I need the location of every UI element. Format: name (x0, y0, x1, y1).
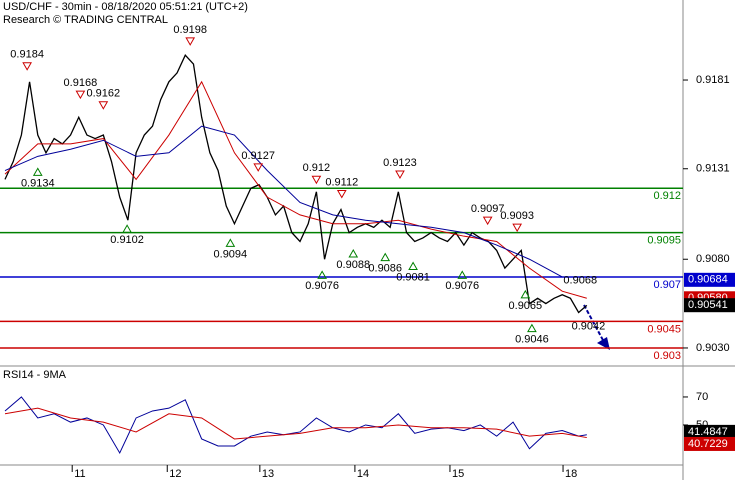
low-marker (225, 238, 236, 247)
high-marker (98, 101, 109, 110)
low-label: 0.9094 (214, 248, 248, 260)
x-tick-label: 11 (74, 468, 85, 480)
x-tick-label: 14 (357, 468, 369, 480)
high-marker (75, 90, 86, 100)
x-tick-label: 12 (169, 468, 181, 480)
level-label: 0.907 (653, 279, 681, 291)
rsi-line (4, 396, 587, 455)
low-marker (380, 252, 391, 262)
high-label: 0.9198 (173, 24, 207, 36)
high-marker (22, 62, 32, 71)
chart-title: USD/CHF - 30min - 08/18/2020 05:51:21 (U… (3, 1, 248, 13)
low-label: 0.9046 (515, 333, 549, 345)
low-label: 0.9076 (445, 280, 479, 292)
level-label: 0.9045 (647, 323, 681, 335)
high-marker (336, 189, 347, 199)
y-tick-label: 0.9080 (696, 253, 730, 265)
low-marker (348, 249, 359, 258)
chart-subtitle: Research © TRADING CENTRAL (3, 14, 168, 26)
level-label: 0.903 (653, 350, 681, 362)
high-marker (311, 175, 322, 185)
level-note: 0.9068 (563, 274, 597, 286)
high-label: 0.9162 (87, 88, 121, 100)
rsi-title: RSI14 - 9MA (3, 369, 67, 381)
high-marker (512, 223, 523, 233)
high-label: 0.9123 (383, 157, 417, 169)
rsi-tick-label: 70 (696, 391, 708, 403)
low-label: 0.9076 (305, 280, 339, 292)
low-marker (32, 167, 43, 176)
price-box-label: 0.90541 (688, 299, 728, 311)
high-marker (253, 163, 264, 172)
projection-arrowhead (597, 337, 610, 350)
high-marker (482, 216, 493, 226)
y-tick-label: 0.9030 (696, 342, 730, 354)
x-tick-label: 18 (565, 468, 577, 480)
rsi-box (684, 436, 735, 451)
price-box (684, 298, 735, 313)
high-label: 0.9184 (10, 49, 44, 61)
x-tick-label: 15 (452, 468, 464, 480)
high-label: 0.9127 (241, 150, 275, 162)
low-marker (122, 224, 132, 233)
low-label: 0.9134 (21, 177, 55, 189)
y-tick-label: 0.9131 (696, 163, 730, 175)
rsi-box-label: 41.4847 (688, 426, 728, 438)
high-label: 0.9168 (64, 77, 98, 89)
price-box (684, 272, 735, 287)
low-label: 0.9102 (110, 234, 144, 246)
low-marker (527, 323, 537, 333)
high-label: 0.912 (303, 162, 331, 174)
low-marker (520, 289, 531, 299)
level-note: 0.9042 (572, 321, 606, 333)
rsi-box (684, 424, 735, 439)
rsi-box-label: 40.7229 (688, 438, 728, 450)
level-label: 0.912 (653, 190, 681, 202)
price-box-label: 0.90684 (688, 274, 728, 286)
low-label: 0.9086 (368, 263, 402, 275)
low-label: 0.9081 (396, 271, 430, 283)
low-marker (457, 270, 468, 279)
high-label: 0.9093 (500, 210, 534, 222)
level-label: 0.9095 (647, 235, 681, 247)
low-marker (408, 261, 418, 270)
x-tick-label: 13 (262, 468, 274, 480)
high-marker (185, 37, 196, 46)
rsi-line (4, 407, 587, 440)
low-label: 0.9065 (509, 300, 543, 312)
y-tick-label: 0.9181 (696, 74, 730, 86)
high-label: 0.9112 (325, 176, 358, 188)
high-label: 0.9097 (471, 203, 505, 215)
high-marker (395, 170, 405, 179)
low-marker (317, 270, 327, 279)
projection-arrow (583, 304, 605, 343)
price-line (4, 125, 563, 278)
price-line (4, 80, 587, 299)
low-label: 0.9088 (336, 259, 370, 271)
